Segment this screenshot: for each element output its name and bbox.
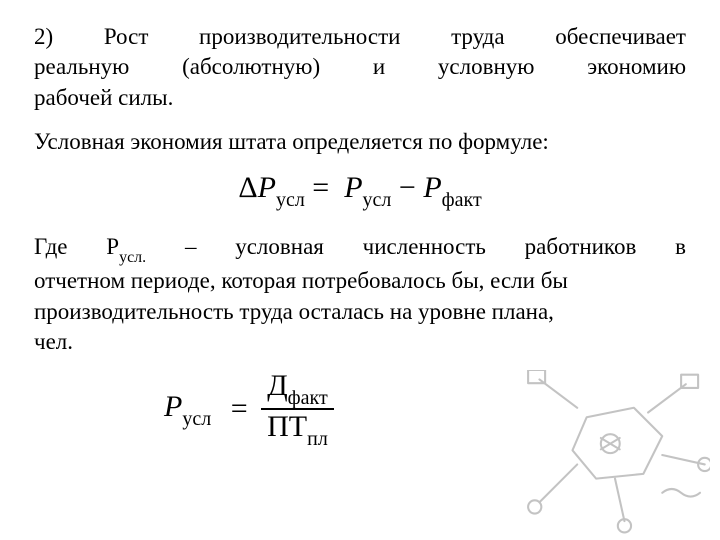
- var-P: P: [344, 171, 362, 204]
- subscript-usl: усл: [276, 189, 305, 211]
- text: 2): [34, 22, 53, 52]
- fraction-denominator: ПТпл: [261, 410, 334, 447]
- var-P: P: [423, 171, 441, 204]
- text: (абсолютную): [182, 52, 320, 82]
- text: численность: [363, 232, 486, 266]
- subscript-fakt: факт: [288, 387, 328, 409]
- var-P: P: [258, 171, 276, 204]
- paragraph-1: 2) Рост производительности труда обеспеч…: [34, 22, 686, 113]
- page: 2) Рост производительности труда обеспеч…: [0, 0, 720, 540]
- formula-2: Pусл = Дфакт ПТпл: [164, 371, 720, 447]
- text: Рост: [104, 22, 149, 52]
- formula-1: ΔPусл = Pусл − Pфакт: [34, 171, 686, 210]
- subscript-pl: пл: [307, 428, 328, 450]
- text: Условная экономия штата определяется по …: [34, 129, 549, 154]
- subscript-usl-dot: усл.: [119, 249, 146, 266]
- text: Русл.: [106, 232, 146, 266]
- text: труда: [451, 22, 505, 52]
- text: обеспечивает: [555, 22, 686, 52]
- text: работников: [525, 232, 637, 266]
- text: –: [185, 232, 197, 266]
- var-R: Р: [106, 234, 119, 259]
- text: условную: [438, 52, 535, 82]
- delta-symbol: Δ: [238, 171, 257, 204]
- var-P: P: [164, 390, 182, 423]
- text: и: [373, 52, 385, 82]
- paragraph-3: Где Русл. – условная численность работни…: [34, 232, 686, 357]
- formula-1-content: ΔPусл = Pусл − Pфакт: [238, 171, 481, 204]
- text: чел.: [34, 327, 686, 357]
- text: в: [675, 232, 686, 266]
- text: условная: [235, 232, 324, 266]
- formula-2-content: Pусл = Дфакт ПТпл: [164, 371, 334, 447]
- var-D: Д: [267, 369, 287, 402]
- subscript-usl: усл: [363, 189, 392, 211]
- subscript-usl: усл: [182, 408, 211, 430]
- text: Где: [34, 232, 67, 266]
- formula-2-lhs: Pусл: [164, 392, 217, 427]
- fraction: Дфакт ПТпл: [261, 371, 334, 447]
- p1-line2: реальную (абсолютную) и условную экономи…: [34, 52, 686, 82]
- text: производительности: [199, 22, 400, 52]
- text: производительность труда осталась на уро…: [34, 297, 686, 327]
- text: реальную: [34, 52, 129, 82]
- minus: −: [391, 171, 423, 204]
- text: отчетном периоде, которая потребовалось …: [34, 266, 686, 296]
- fraction-numerator: Дфакт: [261, 371, 334, 410]
- equals: =: [305, 171, 337, 204]
- text: рабочей силы.: [34, 85, 173, 110]
- equals: =: [225, 394, 254, 424]
- subscript-fakt: факт: [442, 189, 482, 211]
- p3-line1: Где Русл. – условная численность работни…: [34, 232, 686, 266]
- p1-line1: 2) Рост производительности труда обеспеч…: [34, 22, 686, 52]
- paragraph-2: Условная экономия штата определяется по …: [34, 127, 686, 157]
- text: экономию: [587, 52, 686, 82]
- var-PT: ПТ: [267, 410, 307, 443]
